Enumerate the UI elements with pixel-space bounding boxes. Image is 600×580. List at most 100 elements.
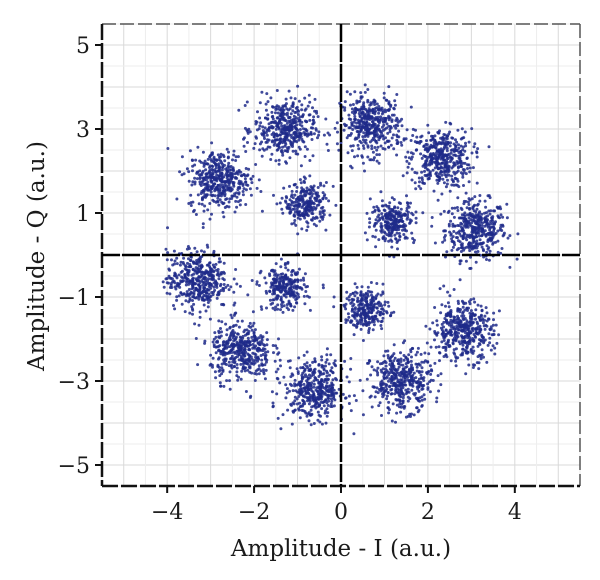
data-point [195, 262, 199, 266]
data-point [422, 154, 426, 158]
data-point [271, 114, 275, 118]
data-point [445, 355, 449, 359]
data-point [227, 150, 230, 154]
data-point [369, 373, 373, 377]
data-point [494, 240, 497, 244]
data-point [315, 199, 319, 203]
data-point [407, 162, 411, 166]
data-point [260, 362, 264, 366]
data-point [302, 207, 306, 211]
data-point [193, 180, 197, 184]
data-point [236, 319, 240, 323]
data-point [316, 389, 320, 393]
data-point [165, 258, 169, 262]
data-point [167, 281, 170, 285]
data-point [474, 250, 477, 254]
data-point [220, 330, 223, 334]
data-point [294, 203, 298, 207]
data-point [454, 138, 457, 142]
data-point [306, 412, 310, 416]
data-point [230, 354, 234, 358]
data-point [419, 373, 423, 377]
data-point [362, 115, 366, 119]
data-point [289, 96, 293, 100]
data-point [280, 207, 284, 211]
data-point [475, 181, 479, 185]
data-point [222, 270, 226, 274]
data-point [296, 280, 300, 284]
data-point [474, 242, 478, 246]
data-point [180, 173, 184, 177]
data-point [444, 185, 448, 189]
data-point [457, 318, 461, 322]
data-point [493, 221, 497, 225]
data-point [415, 365, 419, 369]
data-point [436, 167, 440, 171]
data-point [435, 396, 439, 400]
data-point [308, 118, 312, 122]
data-point [457, 247, 461, 250]
data-point [506, 236, 510, 240]
data-point [464, 236, 468, 240]
data-point [221, 210, 225, 214]
data-point [423, 173, 427, 177]
data-point [325, 353, 329, 357]
data-point [454, 356, 458, 360]
data-point [279, 427, 283, 431]
data-point [374, 116, 378, 119]
data-point [232, 149, 236, 153]
data-point [356, 143, 360, 147]
data-point [429, 152, 433, 156]
data-point [281, 413, 285, 417]
data-point [211, 165, 215, 168]
data-point [407, 353, 411, 357]
data-point [207, 175, 211, 179]
data-point [303, 362, 307, 366]
data-point [407, 390, 411, 394]
data-point [246, 352, 250, 356]
data-point [426, 386, 430, 390]
data-point [230, 343, 234, 347]
data-point [270, 140, 274, 144]
data-point [393, 233, 397, 237]
data-point [305, 134, 309, 138]
data-point [180, 275, 184, 279]
data-point [488, 212, 492, 216]
data-point [317, 375, 321, 378]
data-point [473, 142, 477, 146]
data-point [212, 337, 216, 341]
data-point [406, 358, 410, 362]
data-point [459, 243, 463, 247]
data-point [250, 357, 254, 361]
data-point [450, 166, 454, 170]
data-point [191, 286, 195, 290]
data-point [418, 141, 422, 145]
data-point [358, 115, 362, 119]
data-point [477, 315, 481, 319]
data-point [239, 377, 243, 381]
data-point [189, 259, 192, 263]
data-point [461, 301, 465, 304]
data-point [475, 216, 479, 220]
data-point [352, 120, 356, 124]
data-point [264, 108, 268, 112]
data-point [308, 192, 312, 196]
data-point [450, 212, 454, 216]
data-point [173, 274, 177, 278]
data-point [464, 217, 468, 221]
data-point [411, 381, 415, 385]
data-point [202, 195, 206, 199]
data-point [263, 347, 267, 351]
data-point [165, 291, 169, 295]
data-point [231, 172, 235, 176]
data-point [265, 133, 269, 137]
data-point [327, 397, 330, 400]
data-point [200, 291, 204, 295]
data-point [221, 166, 224, 170]
data-point [433, 166, 437, 170]
data-point [432, 160, 436, 164]
data-point [420, 360, 424, 364]
data-point [372, 385, 376, 389]
data-point [266, 117, 270, 121]
data-point [451, 245, 455, 249]
